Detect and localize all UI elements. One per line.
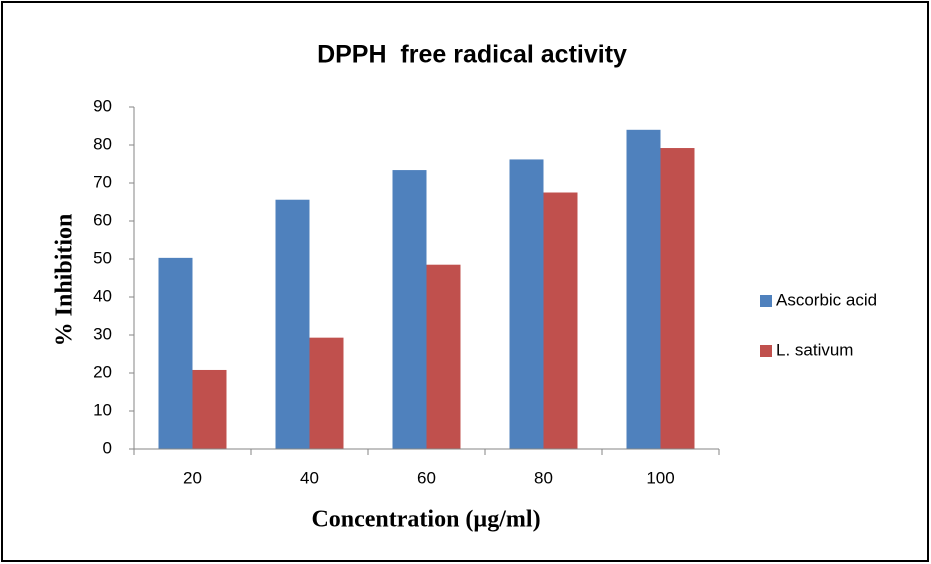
- chart-title: DPPH free radical activity: [317, 41, 627, 69]
- y-tick-label: 70: [93, 172, 112, 191]
- bar: [192, 369, 227, 449]
- y-tick-label: 20: [93, 362, 112, 381]
- y-tick-label: 90: [93, 96, 112, 115]
- bar: [158, 257, 193, 449]
- bar: [626, 129, 661, 450]
- bar: [309, 337, 344, 449]
- y-tick-label: 30: [93, 324, 112, 343]
- y-axis-title: % Inhibition: [52, 214, 78, 347]
- x-tick-label: 20: [183, 468, 202, 487]
- y-tick-label: 60: [93, 210, 112, 229]
- y-tick-label: 80: [93, 134, 112, 153]
- bar: [543, 192, 578, 449]
- x-axis-title: Concentration (µg/ml): [311, 507, 540, 533]
- bar: [426, 264, 461, 449]
- x-tick-label: 80: [534, 468, 553, 487]
- bar: [275, 199, 310, 449]
- legend-swatch: [760, 345, 772, 357]
- y-tick-label: 10: [93, 400, 112, 419]
- legend-swatch: [760, 295, 772, 307]
- bar: [509, 159, 544, 449]
- x-tick-label: 60: [417, 468, 436, 487]
- bar: [660, 148, 695, 450]
- y-tick-label: 50: [93, 248, 112, 267]
- x-tick-label: 40: [300, 468, 319, 487]
- y-tick-label: 40: [93, 286, 112, 305]
- x-tick-label: 100: [646, 468, 674, 487]
- y-tick-label: 0: [103, 438, 112, 457]
- legend-label: L. sativum: [776, 340, 853, 359]
- legend-label: Ascorbic acid: [776, 290, 877, 309]
- bar: [392, 170, 427, 449]
